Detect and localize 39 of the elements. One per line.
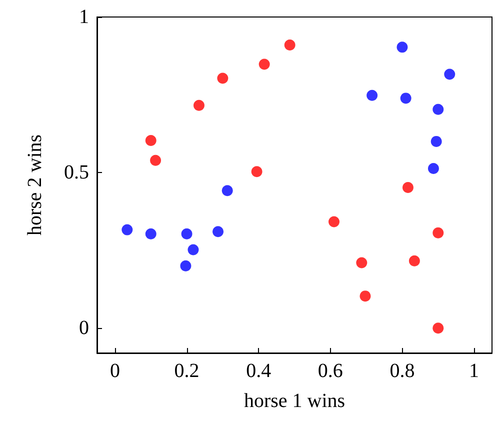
y-axis-title: horse 2 wins [24, 134, 46, 236]
point [122, 224, 133, 236]
point [180, 260, 192, 272]
point [188, 244, 199, 256]
point [328, 216, 340, 228]
y-tick-label: 1 [79, 6, 89, 28]
point [430, 136, 442, 147]
point [402, 182, 414, 193]
x-tick-label: 1 [469, 360, 480, 382]
point [181, 228, 192, 240]
point [150, 154, 162, 166]
point [444, 68, 456, 80]
point [217, 72, 228, 84]
y-tick-label: 0.5 [64, 162, 89, 184]
point [408, 255, 420, 266]
point [145, 228, 156, 240]
point [284, 40, 296, 50]
point [212, 226, 224, 238]
x-tick-label: 0 [110, 360, 120, 382]
point [396, 42, 408, 53]
x-tick-label: 0.8 [390, 360, 415, 382]
point [400, 92, 412, 104]
point [356, 257, 368, 268]
point [432, 322, 444, 334]
x-tick-label: 0.4 [246, 360, 272, 382]
x-tick-label: 0.2 [174, 360, 200, 382]
point [222, 185, 233, 196]
point [145, 135, 156, 146]
point [432, 104, 444, 115]
point [360, 290, 371, 302]
y-tick-label: 0 [79, 317, 89, 340]
point [258, 58, 270, 70]
x-tick-label: 0.6 [318, 360, 343, 382]
point [432, 227, 444, 238]
point [251, 166, 262, 178]
point [428, 163, 439, 174]
point [193, 100, 204, 111]
point [366, 90, 378, 101]
x-axis-title: horse 1 wins [244, 390, 346, 412]
